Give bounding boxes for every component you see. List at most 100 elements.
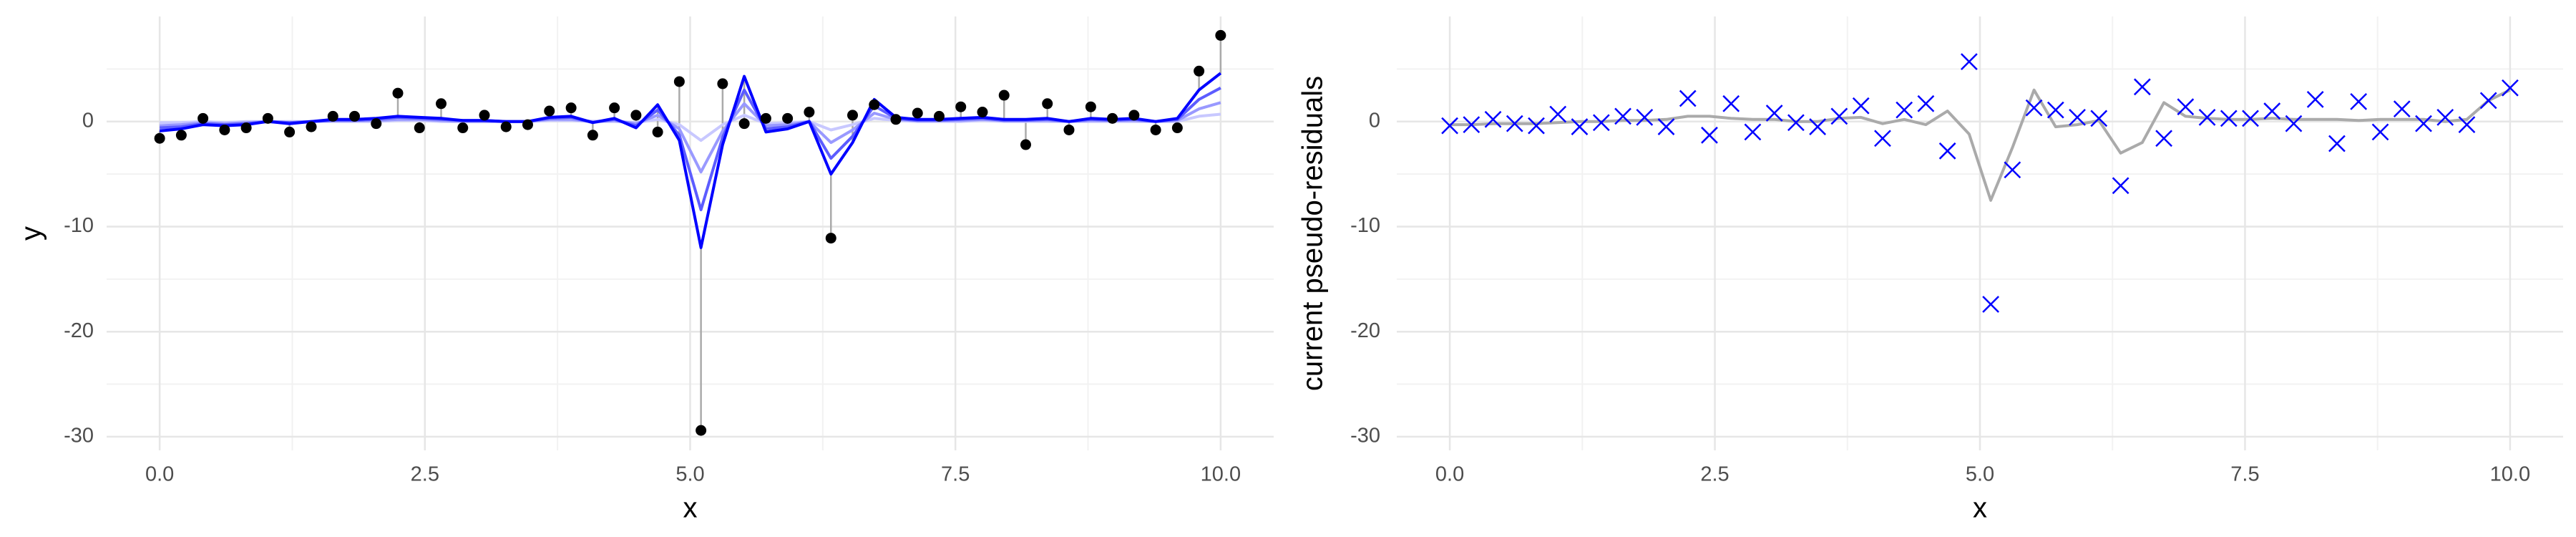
marker-stroke	[1679, 90, 1697, 107]
marker-stroke	[2479, 92, 2497, 110]
point	[1506, 115, 1523, 132]
point	[544, 105, 555, 117]
point	[2046, 101, 2064, 119]
marker-stroke	[2046, 101, 2064, 119]
point	[1961, 53, 1978, 70]
marker-stroke	[1874, 130, 1891, 147]
marker-stroke	[2090, 110, 2108, 127]
marker-stroke	[2177, 98, 2195, 116]
point	[1063, 124, 1075, 135]
marker-stroke	[1852, 97, 1870, 115]
y-tick-label: -20	[64, 319, 94, 342]
point	[2263, 102, 2281, 120]
point	[1636, 108, 1654, 126]
point	[587, 130, 598, 141]
marker-stroke	[1571, 118, 1589, 135]
point	[1549, 105, 1567, 123]
point	[2285, 115, 2303, 132]
point	[890, 114, 902, 125]
point	[1128, 110, 1140, 121]
marker-stroke	[1463, 116, 1480, 134]
point	[804, 107, 815, 118]
point	[998, 90, 1010, 101]
point	[1463, 116, 1480, 134]
marker-stroke	[1528, 117, 1545, 135]
point	[262, 112, 273, 124]
marker-stroke	[1549, 105, 1567, 123]
point	[1917, 95, 1935, 112]
point	[1896, 101, 1913, 119]
marker-stroke	[1701, 126, 1718, 144]
y-tick-label: 0	[82, 109, 94, 132]
point	[782, 112, 794, 124]
point	[1484, 110, 1502, 128]
point	[2393, 100, 2411, 118]
y-tick-label: -10	[1350, 214, 1380, 237]
point	[1441, 117, 1458, 135]
x-tick-label: 5.0	[1966, 463, 1994, 486]
marker-stroke	[2133, 78, 2151, 96]
marker-stroke	[1484, 110, 1502, 128]
marker-stroke	[2285, 115, 2303, 132]
y-tick-label: -30	[64, 425, 94, 448]
marker-stroke	[1809, 118, 1827, 135]
point	[2133, 78, 2151, 96]
point	[2090, 110, 2108, 127]
marker-stroke	[1787, 114, 1805, 132]
point	[219, 124, 230, 135]
point	[1571, 118, 1589, 135]
point	[479, 110, 490, 121]
marker-stroke	[2220, 110, 2238, 127]
y-tick-label: -10	[64, 214, 94, 237]
point	[175, 130, 187, 141]
marker-stroke	[1917, 95, 1935, 112]
point	[2004, 161, 2021, 179]
x-tick-label: 0.0	[145, 463, 174, 486]
point	[2198, 108, 2216, 126]
point	[392, 87, 404, 99]
x-tick-label: 7.5	[2230, 463, 2259, 486]
point	[1722, 95, 1740, 112]
point	[2025, 99, 2043, 117]
panel: -30 -20 -10 0 0.0 2.5 5.0 7.5 10.0 x current pseud…	[1297, 16, 2563, 524]
point	[673, 76, 685, 87]
point	[2350, 92, 2368, 110]
x-axis-title: x	[683, 493, 698, 524]
point	[1171, 122, 1183, 134]
marker-stroke	[1592, 114, 1610, 132]
x-tick-label: 10.0	[2490, 463, 2530, 486]
point	[825, 233, 836, 244]
point	[2436, 108, 2454, 126]
y-tick-label: -30	[1350, 425, 1380, 448]
point	[327, 110, 338, 122]
marker-stroke	[1441, 117, 1458, 135]
panel: -30 -20 -10 0 0.0 2.5 5.0 7.5 10.0 x y	[16, 16, 1274, 524]
point	[154, 132, 165, 144]
point	[696, 425, 707, 436]
point	[2155, 130, 2172, 147]
marker-stroke	[1896, 101, 1913, 119]
point	[1020, 139, 1031, 150]
marker-stroke	[1636, 108, 1654, 126]
x-tick-label: 2.5	[411, 463, 439, 486]
point	[1657, 118, 1675, 135]
marker-stroke	[2306, 91, 2324, 108]
point	[457, 122, 469, 134]
point	[912, 107, 923, 119]
point	[2502, 79, 2519, 97]
point	[2112, 177, 2129, 195]
point	[522, 119, 533, 130]
point	[1765, 105, 1783, 122]
point	[738, 118, 750, 130]
marker-stroke	[2263, 102, 2281, 120]
point	[717, 78, 728, 90]
point	[2242, 110, 2259, 127]
marker-stroke	[2242, 110, 2259, 127]
point	[1744, 123, 1762, 141]
point	[1085, 101, 1096, 112]
marker-stroke	[2069, 108, 2086, 126]
point	[1215, 29, 1226, 41]
point	[1701, 126, 1718, 144]
marker-stroke	[2004, 161, 2021, 179]
